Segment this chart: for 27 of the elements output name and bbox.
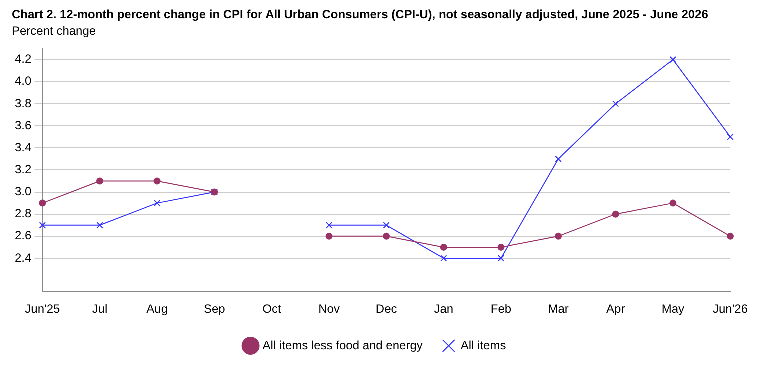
legend-label: All items less food and energy xyxy=(262,338,423,352)
y-tick-label: 2.6 xyxy=(14,228,32,243)
y-axis-title: Percent change xyxy=(12,24,96,38)
x-tick-label: Feb xyxy=(490,302,512,316)
y-tick-label: 2.8 xyxy=(14,206,32,221)
x-tick-label: Oct xyxy=(262,302,282,316)
y-tick-label: 4.2 xyxy=(14,52,32,66)
x-tick-label: Jan xyxy=(434,302,454,316)
x-tick-label: Sep xyxy=(204,302,226,316)
y-tick-label: 3.6 xyxy=(14,118,32,132)
x-tick-label: Jun'25 xyxy=(25,302,60,316)
x-tick-label: Apr xyxy=(606,302,626,316)
y-tick-label: 3.8 xyxy=(14,96,32,110)
x-tick-label: Jun'26 xyxy=(713,302,748,316)
y-tick-label: 2.4 xyxy=(14,250,32,265)
y-tick-label: 3.2 xyxy=(14,162,32,177)
x-tick-label: Mar xyxy=(548,302,569,316)
y-tick-label: 4.0 xyxy=(14,74,32,88)
x-tick-label: Dec xyxy=(376,302,398,316)
x-tick-label: Nov xyxy=(318,302,340,316)
x-tick-label: May xyxy=(662,302,685,316)
x-tick-label: Jul xyxy=(92,302,108,316)
y-tick-label: 3.4 xyxy=(14,140,32,154)
x-tick-label: Aug xyxy=(146,302,168,316)
chart-title: Chart 2. 12-month percent change in CPI for All Urban Consumers (CPI-U), not seasonally adjusted, June 2025 - June 2026 xyxy=(12,8,709,22)
y-tick-label: 3.0 xyxy=(14,184,32,199)
legend-label: All items xyxy=(460,338,506,352)
